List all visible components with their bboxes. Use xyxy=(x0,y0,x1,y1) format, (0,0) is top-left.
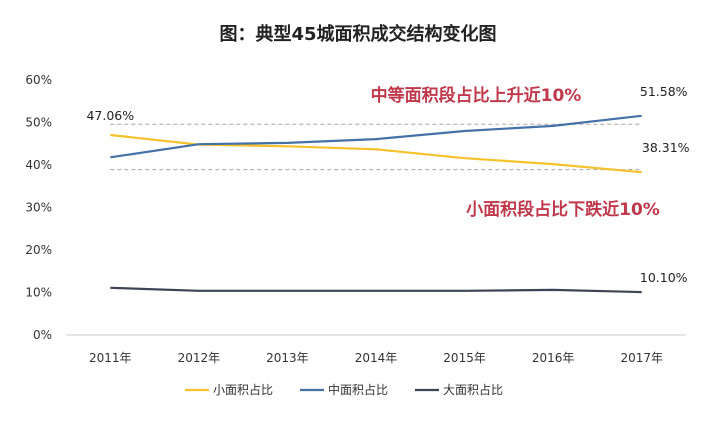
y-tick-label: 60% xyxy=(25,73,52,87)
x-tick-label: 2017年 xyxy=(620,351,663,365)
legend-label: 大面积占比 xyxy=(443,382,503,397)
chart-title: 图：典型45城面积成交结构变化图 xyxy=(219,24,497,45)
y-tick-label: 10% xyxy=(25,286,52,300)
series-line xyxy=(110,133,642,174)
annotation-text: 小面积段占比下跌近10% xyxy=(466,199,660,220)
x-tick-label: 2016年 xyxy=(532,351,575,365)
x-tick-label: 2012年 xyxy=(178,351,221,365)
x-tick-label: 2014年 xyxy=(355,351,398,365)
x-tick-label: 2013年 xyxy=(266,351,309,365)
series-line xyxy=(110,286,642,294)
y-tick-label: 30% xyxy=(25,201,52,215)
annotation-text: 中等面积段占比上升近10% xyxy=(371,85,582,106)
data-label: 51.58% xyxy=(640,84,688,99)
y-tick-label: 50% xyxy=(25,116,52,130)
y-tick-label: 0% xyxy=(33,328,52,342)
y-tick-label: 40% xyxy=(25,158,52,172)
legend-label: 小面积占比 xyxy=(213,382,273,397)
x-tick-label: 2015年 xyxy=(443,351,486,365)
legend-label: 中面积占比 xyxy=(328,382,388,397)
x-tick-label: 2011年 xyxy=(89,351,132,365)
series-line xyxy=(110,114,642,159)
y-tick-label: 20% xyxy=(25,243,52,257)
data-label: 38.31% xyxy=(642,140,690,155)
data-label: 47.06% xyxy=(86,108,134,123)
data-label: 10.10% xyxy=(640,270,688,285)
